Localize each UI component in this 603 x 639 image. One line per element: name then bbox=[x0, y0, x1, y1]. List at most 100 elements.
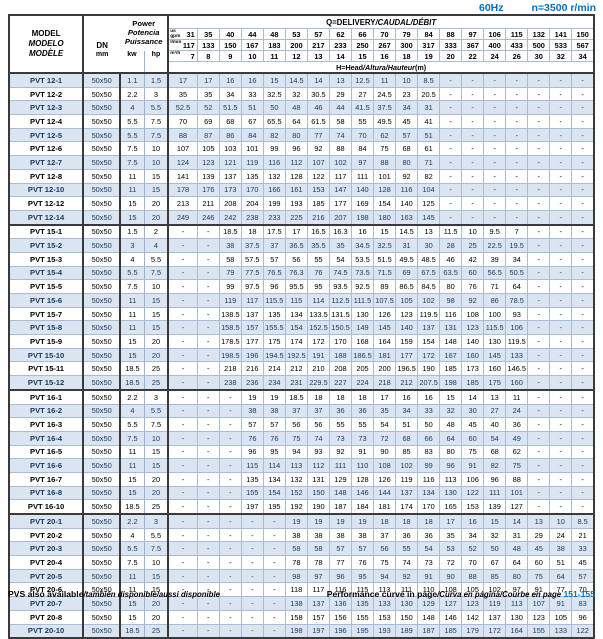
head-value-cell: 54 bbox=[328, 251, 352, 267]
kw-cell: 4 bbox=[119, 251, 145, 267]
model-cell: PVT 20-5 bbox=[8, 568, 85, 584]
model-cell: PVT 15-3 bbox=[8, 251, 85, 267]
head-value-cell: 14 bbox=[505, 513, 529, 529]
model-cell: PVT 20-1 bbox=[8, 513, 85, 529]
model-cell: PVT 12-10 bbox=[8, 182, 85, 198]
kw-cell: 5.5 bbox=[119, 541, 145, 557]
head-value-cell: 192.5 bbox=[284, 347, 308, 363]
head-value-cell: 156 bbox=[328, 609, 352, 625]
head-value-cell: 88 bbox=[461, 568, 485, 584]
head-value-cell: 78 bbox=[284, 555, 308, 570]
head-value-cell: 34.5 bbox=[350, 238, 375, 253]
hp-cell: 15 bbox=[143, 306, 170, 322]
head-value-cell: 49.5 bbox=[395, 251, 419, 267]
flow-value-cell: 57 bbox=[306, 28, 330, 40]
head-value-cell: 56 bbox=[284, 251, 308, 267]
head-value-cell: 132 bbox=[262, 168, 286, 184]
head-value-cell: 68 bbox=[395, 141, 419, 157]
head-value-cell: 38 bbox=[549, 541, 573, 557]
dn-cell: 50x50 bbox=[82, 238, 122, 253]
hp-cell: 15 bbox=[143, 182, 170, 198]
head-value-cell: 32.5 bbox=[373, 238, 397, 253]
hp-cell: 7.5 bbox=[143, 541, 170, 557]
table-row: PVT 12-3 50x50 4 5.5 52.5 52 51.5 51 50 48 46 44 41.… bbox=[8, 100, 595, 116]
head-value-cell: 145 bbox=[483, 347, 507, 363]
head-value-cell: 92 bbox=[395, 568, 419, 584]
power-label-en: Power bbox=[132, 19, 156, 29]
head-value-cell: 124 bbox=[167, 155, 198, 170]
head-value-cell: - bbox=[571, 127, 595, 143]
head-value-cell: 198 bbox=[439, 375, 463, 391]
head-value-cell: 131 bbox=[306, 471, 330, 487]
head-value-cell: 198 bbox=[284, 623, 308, 639]
head-value-cell: 193 bbox=[284, 196, 308, 211]
flow-value-cell: 88 bbox=[439, 28, 463, 40]
head-value-cell: 174 bbox=[284, 334, 308, 349]
head-value-cell: - bbox=[527, 485, 551, 501]
head-value-cell: - bbox=[218, 430, 242, 446]
head-value-cell: 163 bbox=[395, 209, 419, 226]
head-value-cell: - bbox=[527, 499, 551, 516]
head-value-cell: 101 bbox=[505, 485, 529, 501]
kw-cell: 2.2 bbox=[119, 389, 145, 405]
head-value-cell: - bbox=[218, 623, 242, 639]
flow-value-cell: 11 bbox=[262, 50, 286, 62]
dn-cell: 50x50 bbox=[82, 623, 122, 639]
kw-cell: 3 bbox=[119, 238, 145, 253]
head-value-cell: 90 bbox=[439, 568, 463, 584]
kw-cell: 11 bbox=[119, 168, 145, 184]
head-value-cell: 24.5 bbox=[373, 86, 397, 102]
head-value-cell: 61 bbox=[417, 141, 441, 157]
head-value-cell: - bbox=[167, 265, 198, 281]
flow-value-cell: 48 bbox=[262, 28, 286, 40]
head-value-cell: - bbox=[262, 555, 286, 570]
head-value-cell: - bbox=[527, 265, 551, 281]
head-value-cell: 117 bbox=[328, 168, 352, 184]
head-value-cell: 18 bbox=[417, 513, 441, 529]
flow-value-cell: 18 bbox=[395, 50, 419, 62]
head-value-cell: 68 bbox=[483, 444, 507, 460]
pvs-note: PVS also available/también disponible/au… bbox=[8, 589, 220, 599]
head-value-cell: 208 bbox=[218, 196, 242, 211]
head-value-cell: - bbox=[196, 320, 220, 336]
head-value-cell: 175 bbox=[483, 375, 507, 391]
head-value-cell: 75 bbox=[505, 458, 529, 473]
head-value-cell: 145 bbox=[417, 209, 441, 226]
head-value-cell: 216 bbox=[240, 361, 264, 377]
flow-value-cell: 250 bbox=[350, 39, 375, 51]
head-value-cell: 57 bbox=[240, 417, 264, 432]
flow-value-cell: 24 bbox=[483, 50, 507, 62]
flow-value-cell: 8 bbox=[196, 50, 220, 62]
head-value-cell: - bbox=[240, 527, 264, 543]
head-value-cell: 75 bbox=[527, 568, 551, 584]
flow-value-cell: us gpm 31 bbox=[167, 28, 198, 40]
head-value-cell: 33 bbox=[240, 86, 264, 102]
head-value-cell: 58 bbox=[284, 541, 308, 557]
head-value-cell: 185 bbox=[461, 375, 485, 391]
dn-cell: 50x50 bbox=[82, 458, 122, 473]
dn-cell: 50x50 bbox=[82, 293, 122, 308]
head-value-cell: 36 bbox=[328, 403, 352, 419]
kw-cell: 11 bbox=[119, 306, 145, 322]
head-value-cell: - bbox=[439, 100, 463, 116]
dn-cell: 50x50 bbox=[82, 279, 122, 294]
head-value-cell: 37 bbox=[262, 238, 286, 253]
head-value-cell: - bbox=[527, 182, 551, 198]
head-value-cell: 87 bbox=[196, 127, 220, 143]
head-value-cell: 48 bbox=[505, 541, 529, 557]
head-value-cell: 199 bbox=[262, 196, 286, 211]
head-value-cell: 18 bbox=[350, 389, 375, 405]
head-value-cell: 27 bbox=[350, 86, 375, 102]
head-value-cell: - bbox=[527, 375, 551, 391]
head-value-cell: 204 bbox=[240, 196, 264, 211]
head-value-cell: 88 bbox=[505, 471, 529, 487]
head-value-cell: 103 bbox=[218, 141, 242, 157]
head-value-cell: 28 bbox=[439, 238, 463, 253]
head-value-cell: - bbox=[505, 86, 529, 102]
head-value-cell: 196.5 bbox=[395, 361, 419, 377]
head-value-cell: 14.5 bbox=[395, 224, 419, 240]
head-value-cell: 192 bbox=[284, 499, 308, 516]
model-cell: PVT 15-2 bbox=[8, 238, 85, 253]
model-cell: PVT 12-2 bbox=[8, 86, 85, 102]
head-value-cell: 84.5 bbox=[417, 279, 441, 294]
